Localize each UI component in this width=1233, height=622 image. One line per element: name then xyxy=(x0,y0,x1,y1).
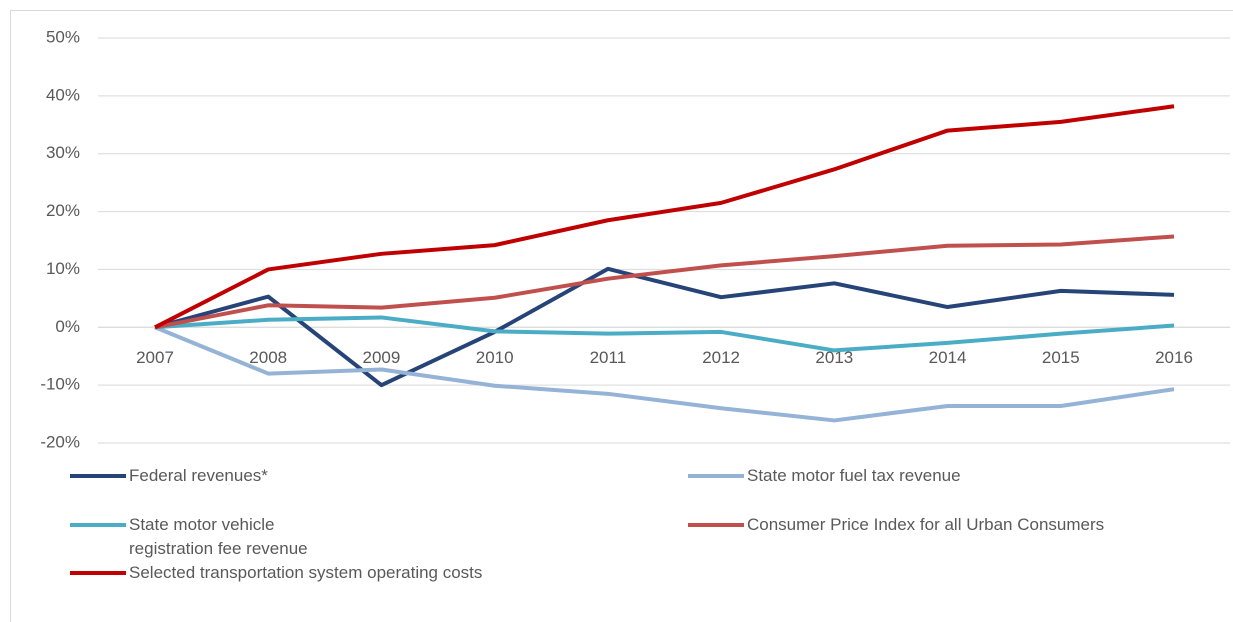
legend-item: Federal revenues* xyxy=(70,464,268,488)
legend-label: State motor vehicle registration fee rev… xyxy=(129,514,308,558)
legend-swatch xyxy=(70,522,126,527)
y-tick-label: 10% xyxy=(46,259,80,278)
legend-swatch xyxy=(688,522,744,527)
x-tick-label: 2016 xyxy=(1155,348,1193,367)
x-tick-label: 2009 xyxy=(363,348,401,367)
chart-frame xyxy=(10,10,1233,622)
legend-label: Consumer Price Index for all Urban Consu… xyxy=(747,514,1105,534)
x-tick-label: 2008 xyxy=(249,348,287,367)
series-line xyxy=(154,234,1175,330)
y-tick-label: -10% xyxy=(40,375,80,394)
legend-label: State motor fuel tax revenue xyxy=(747,466,961,485)
y-tick-label: 40% xyxy=(46,85,80,104)
x-tick-label: 2014 xyxy=(929,348,967,367)
y-tick-label: 20% xyxy=(46,201,80,220)
series-line xyxy=(154,104,1175,330)
legend-swatch xyxy=(688,474,744,478)
x-tick-label: 2010 xyxy=(476,348,514,367)
series-line xyxy=(154,315,1175,353)
x-tick-label: 2013 xyxy=(815,348,853,367)
legend-item: State motor fuel tax revenue xyxy=(688,464,961,488)
y-tick-label: 0% xyxy=(55,317,80,336)
y-tick-label: 50% xyxy=(46,27,80,46)
x-tick-label: 2011 xyxy=(590,348,627,367)
legend-label: Selected transportation system operating… xyxy=(129,563,483,582)
x-tick-label: 2012 xyxy=(702,348,740,367)
series-line xyxy=(154,325,1175,423)
y-tick-label: 30% xyxy=(46,143,80,162)
legend-item: State motor vehicle registration fee rev… xyxy=(70,513,344,561)
x-tick-label: 2015 xyxy=(1042,348,1080,367)
legend-item: Selected transportation system operating… xyxy=(70,561,482,585)
series-line xyxy=(154,266,1175,388)
legend-item: Consumer Price Index for all Urban Consu… xyxy=(688,513,1104,537)
legend-swatch xyxy=(70,474,126,478)
y-tick-label: -20% xyxy=(40,432,80,451)
x-tick-label: 2007 xyxy=(136,348,174,367)
legend-label: Federal revenues* xyxy=(129,466,268,485)
legend-swatch xyxy=(70,571,126,575)
